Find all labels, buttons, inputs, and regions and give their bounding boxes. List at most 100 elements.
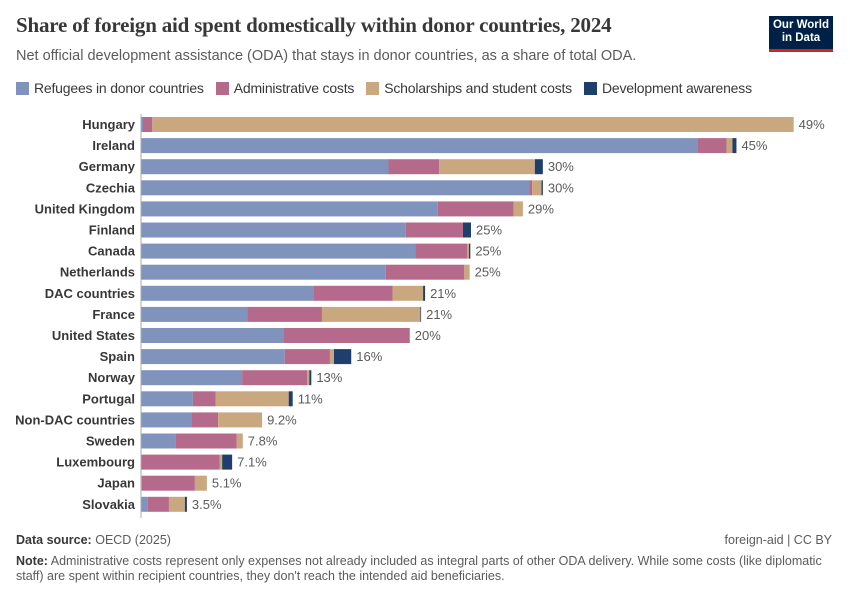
- bar-segment[interactable]: [283, 328, 410, 343]
- bar-segment[interactable]: [147, 496, 169, 512]
- bar-segment[interactable]: [541, 180, 543, 196]
- total-label: 30%: [548, 180, 574, 195]
- legend-item-admin[interactable]: Administrative costs: [215, 80, 354, 96]
- bar-segment[interactable]: [405, 222, 464, 238]
- bar-segment[interactable]: [175, 433, 237, 449]
- category-label: Czechia: [86, 180, 136, 195]
- total-label: 9.2%: [267, 412, 297, 427]
- bar-segment[interactable]: [141, 496, 148, 512]
- bar-segment[interactable]: [321, 306, 421, 322]
- legend-swatch: [16, 81, 29, 95]
- bar-segment[interactable]: [388, 159, 440, 175]
- bar-segment[interactable]: [288, 391, 293, 407]
- legend-swatch: [366, 81, 380, 95]
- category-label: Ireland: [92, 138, 135, 153]
- category-label: Portugal: [82, 391, 135, 406]
- bar-segment[interactable]: [152, 117, 794, 132]
- bar-segment[interactable]: [141, 159, 389, 175]
- bar-segment[interactable]: [141, 433, 176, 449]
- total-label: 29%: [528, 201, 554, 216]
- category-label: Finland: [89, 223, 135, 238]
- category-label: France: [92, 307, 135, 322]
- bar-segment[interactable]: [732, 138, 737, 154]
- bar-segment[interactable]: [532, 180, 542, 196]
- legend: Refugees in donor countries Administrati…: [16, 80, 836, 96]
- bar-segment[interactable]: [468, 243, 471, 259]
- bar-segment[interactable]: [141, 117, 143, 132]
- bar-segment[interactable]: [141, 201, 438, 217]
- bar-segment[interactable]: [307, 370, 310, 386]
- license[interactable]: foreign-aid | CC BY: [724, 533, 832, 547]
- bar-segment[interactable]: [392, 285, 424, 301]
- bar-segment[interactable]: [329, 349, 334, 365]
- bar-segment[interactable]: [141, 222, 406, 238]
- legend-item-scholarships[interactable]: Scholarships and student costs: [366, 80, 572, 96]
- bar-segment[interactable]: [141, 370, 243, 386]
- bar-segment[interactable]: [141, 243, 416, 259]
- category-label: DAC countries: [45, 286, 135, 301]
- bar-segment[interactable]: [194, 475, 207, 491]
- bar-segment[interactable]: [534, 159, 543, 175]
- bar-segment[interactable]: [236, 433, 243, 449]
- bar-segment[interactable]: [142, 117, 153, 132]
- bar-segment[interactable]: [141, 306, 248, 322]
- bar-segment[interactable]: [333, 349, 352, 365]
- total-label: 20%: [415, 328, 441, 343]
- bar-segment[interactable]: [726, 138, 733, 154]
- bar-segment[interactable]: [141, 349, 285, 365]
- legend-item-refugees[interactable]: Refugees in donor countries: [16, 80, 204, 96]
- bar-segment[interactable]: [423, 285, 426, 301]
- bar-segment[interactable]: [141, 454, 220, 470]
- bar-segment[interactable]: [309, 370, 312, 386]
- total-label: 16%: [356, 349, 382, 364]
- bar-segment[interactable]: [141, 391, 193, 407]
- legend-item-awareness[interactable]: Development awareness: [583, 80, 752, 96]
- total-label: 3.5%: [192, 497, 222, 512]
- bar-segment[interactable]: [222, 454, 233, 470]
- bar-segment[interactable]: [467, 243, 469, 259]
- bar-segment[interactable]: [385, 264, 465, 280]
- bar-segment[interactable]: [184, 496, 187, 512]
- bar-segment[interactable]: [464, 264, 470, 280]
- chart-title: Share of foreign aid spent domestically …: [16, 13, 612, 37]
- bar-segment[interactable]: [247, 306, 322, 322]
- category-label: Netherlands: [60, 265, 135, 280]
- owid-logo[interactable]: Our World in Data: [769, 16, 833, 52]
- bar-segment[interactable]: [284, 349, 330, 365]
- bar-segment[interactable]: [463, 222, 471, 238]
- bar-segment[interactable]: [219, 454, 223, 470]
- category-label: Germany: [79, 159, 136, 174]
- bar-segment[interactable]: [141, 264, 386, 280]
- bar-segment[interactable]: [697, 138, 727, 154]
- bar-segment[interactable]: [141, 180, 530, 196]
- bar-segment[interactable]: [141, 475, 195, 491]
- bar-segment[interactable]: [439, 159, 535, 175]
- bar-segment[interactable]: [168, 496, 185, 512]
- total-label: 25%: [476, 223, 502, 238]
- bar-segment[interactable]: [141, 138, 698, 154]
- legend-swatch: [583, 81, 597, 95]
- category-label: Luxembourg: [56, 455, 135, 470]
- bar-segment[interactable]: [215, 391, 289, 407]
- bar-segment[interactable]: [437, 201, 514, 217]
- bar-segment[interactable]: [513, 201, 523, 217]
- category-label: Japan: [97, 476, 135, 491]
- bar-segment[interactable]: [141, 328, 284, 343]
- bar-segment[interactable]: [242, 370, 308, 386]
- category-label: Norway: [88, 370, 136, 385]
- bar-segment[interactable]: [218, 412, 263, 428]
- total-label: 30%: [548, 159, 574, 174]
- bar-segment[interactable]: [141, 412, 192, 428]
- bar-segment[interactable]: [141, 285, 314, 301]
- bar-segment[interactable]: [529, 180, 533, 196]
- category-label: Hungary: [82, 117, 136, 132]
- bar-segment[interactable]: [192, 391, 216, 407]
- total-label: 7.1%: [237, 455, 267, 470]
- total-label: 11%: [298, 391, 323, 406]
- bar-segment[interactable]: [420, 306, 422, 322]
- total-label: 21%: [430, 286, 456, 301]
- category-label: Slovakia: [82, 497, 136, 512]
- bar-segment[interactable]: [191, 412, 219, 428]
- bar-segment[interactable]: [313, 285, 393, 301]
- bar-segment[interactable]: [415, 243, 467, 259]
